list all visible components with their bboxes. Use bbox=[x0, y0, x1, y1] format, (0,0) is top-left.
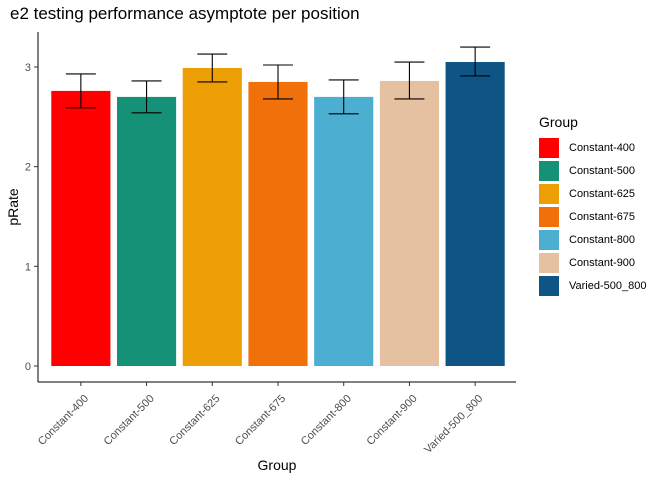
legend: Group Constant-400 Constant-500 Constant-6… bbox=[539, 114, 646, 297]
x-tick-label: Constant-625 bbox=[167, 393, 222, 448]
bars-layer bbox=[51, 62, 505, 367]
legend-label: Constant-800 bbox=[569, 233, 636, 246]
x-ticks: Constant-400 Constant-500 Constant-625 Cons… bbox=[36, 382, 485, 456]
legend-item: Constant-625 bbox=[539, 182, 646, 205]
legend-items: Constant-400 Constant-500 Constant-625 Cons… bbox=[539, 136, 646, 297]
legend-label: Varied-500_800 bbox=[569, 279, 647, 292]
legend-label: Constant-675 bbox=[569, 210, 636, 223]
error-bar-constant-625 bbox=[197, 53, 228, 83]
x-tick-label: Constant-800 bbox=[299, 393, 354, 448]
legend-swatch bbox=[539, 252, 559, 273]
error-bar-constant-500 bbox=[131, 80, 162, 114]
y-axis-title: pRate bbox=[5, 188, 21, 226]
y-tick-label: 0 bbox=[25, 361, 31, 373]
x-tick-label: Constant-400 bbox=[36, 393, 91, 448]
legend-swatch bbox=[539, 275, 559, 296]
error-bar-constant-800 bbox=[328, 79, 359, 115]
legend-label: Constant-900 bbox=[569, 256, 636, 269]
legend-label: Constant-400 bbox=[569, 141, 636, 154]
legend-item: Varied-500_800 bbox=[539, 274, 646, 297]
legend-label: Constant-625 bbox=[569, 187, 636, 200]
bar-constant-625 bbox=[182, 67, 242, 366]
legend-title: Group bbox=[539, 114, 578, 130]
legend-item: Constant-500 bbox=[539, 159, 646, 182]
y-tick-label: 2 bbox=[25, 162, 31, 174]
x-tick-label: Constant-900 bbox=[364, 393, 419, 448]
bar-varied-500_800 bbox=[445, 62, 505, 367]
x-tick-label: Constant-675 bbox=[233, 393, 288, 448]
bar-constant-400 bbox=[51, 90, 111, 367]
y-tick-label: 3 bbox=[25, 62, 31, 74]
bar-constant-900 bbox=[379, 80, 439, 366]
legend-label: Constant-500 bbox=[569, 164, 636, 177]
bar-constant-500 bbox=[117, 96, 177, 367]
error-bar-constant-400 bbox=[65, 73, 96, 109]
y-tick-label: 1 bbox=[25, 261, 31, 273]
legend-swatch bbox=[539, 160, 559, 181]
legend-swatch bbox=[539, 137, 559, 158]
x-tick-label: Varied-500_800 bbox=[422, 393, 485, 456]
bar-constant-675 bbox=[248, 81, 308, 366]
legend-item: Constant-900 bbox=[539, 251, 646, 274]
x-tick-label: Constant-500 bbox=[102, 393, 157, 448]
legend-swatch bbox=[539, 206, 559, 227]
error-bar-varied-500_800 bbox=[460, 46, 491, 77]
legend-item: Constant-800 bbox=[539, 228, 646, 251]
legend-item: Constant-400 bbox=[539, 136, 646, 159]
legend-item: Constant-675 bbox=[539, 205, 646, 228]
chart-title: e2 testing performance asymptote per pos… bbox=[10, 4, 360, 23]
legend-swatch bbox=[539, 229, 559, 250]
legend-swatch bbox=[539, 183, 559, 204]
error-bar-constant-675 bbox=[263, 64, 293, 100]
error-bar-constant-900 bbox=[394, 61, 425, 100]
y-ticks: 0 1 2 3 bbox=[25, 62, 38, 373]
bar-constant-800 bbox=[314, 96, 374, 367]
x-axis-title: Group bbox=[258, 457, 297, 473]
errorbars-layer bbox=[65, 46, 491, 115]
